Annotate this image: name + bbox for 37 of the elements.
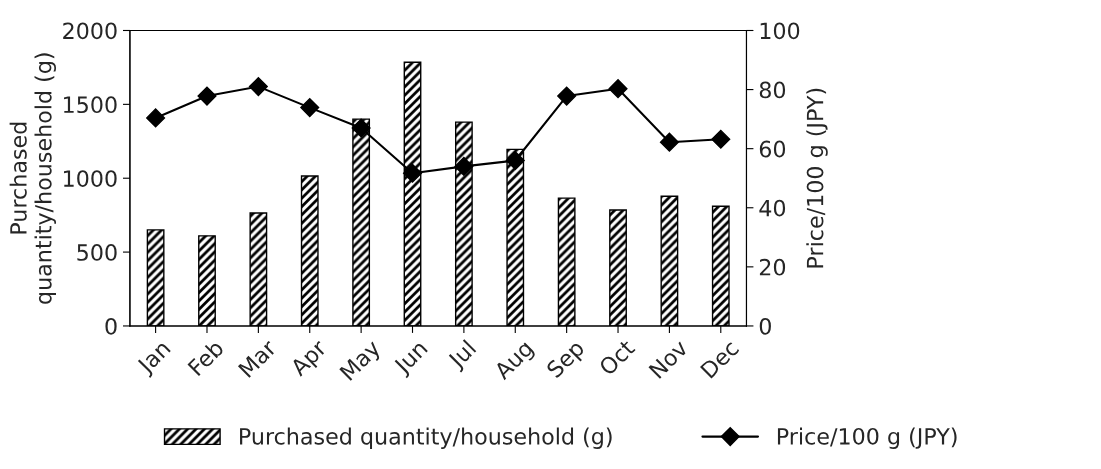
x-tick-label: Feb (187, 338, 225, 377)
y-tick-label: 1500 (64, 96, 117, 114)
x-tick-label: Jan (135, 339, 174, 378)
point (402, 163, 423, 183)
y-tick-label: 500 (77, 244, 117, 261)
x-tick-label: Sep (545, 338, 589, 382)
point (351, 118, 371, 138)
y-tick-label: 2000 (63, 22, 117, 40)
y-tick-label: 1000 (64, 170, 117, 187)
x-tick-label: Dec (700, 339, 740, 379)
point (300, 98, 320, 118)
x-tick-label: Jul (445, 339, 480, 373)
point (711, 129, 731, 149)
y2-tick-label: 100 (760, 22, 800, 40)
y2-tick-label: 40 (759, 199, 786, 217)
y2-tick-label: 60 (759, 140, 786, 158)
y2-tick-label: 0 (759, 317, 771, 335)
y2-axis-title: Price/100 g (JPY) (806, 88, 828, 268)
legend-label: Purchased quantity/household (g) (240, 427, 612, 449)
point (608, 79, 628, 99)
y-axis-title: Purchased quantity/household (g) (9, 53, 56, 304)
x-tick-label: Nov (648, 338, 689, 380)
point (248, 77, 268, 97)
y2-tick-label: 80 (759, 81, 786, 99)
point (659, 132, 679, 152)
point (557, 86, 577, 106)
x-tick-label: Apr (289, 338, 331, 381)
point (505, 150, 525, 171)
x-tick-label: Mar (237, 338, 278, 379)
x-tick-label: Jun (392, 339, 431, 379)
point (146, 108, 166, 128)
x-tick-label: Oct (598, 338, 636, 377)
y2-tick-label: 20 (759, 258, 786, 276)
point (454, 156, 474, 176)
legend-label: Price/100 g (JPY) (777, 427, 957, 449)
y-tick-label: 0 (105, 317, 117, 335)
point (197, 86, 217, 106)
